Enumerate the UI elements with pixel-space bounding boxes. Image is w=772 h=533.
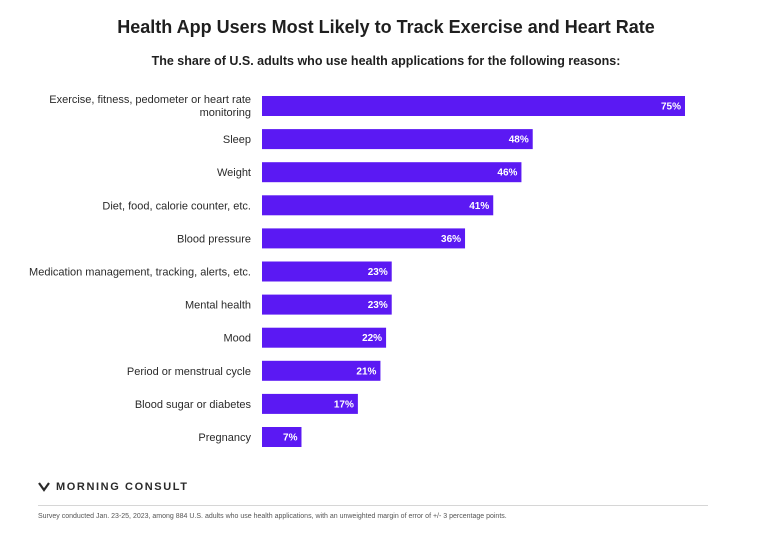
category-label: Mental health [185, 300, 251, 312]
category-label: Period or menstrual cycle [127, 366, 251, 378]
category-label: Blood sugar or diabetes [135, 399, 252, 411]
brand-logo: MORNING CONSULT [38, 481, 189, 493]
bar [262, 228, 466, 249]
bar [262, 96, 685, 116]
bar-value-label: 36% [441, 234, 461, 245]
bar-value-label: 7% [283, 433, 298, 444]
bar-value-label: 41% [469, 201, 489, 212]
bar-chart: 75% Exercise, fitness, pedometer or heart… [29, 94, 685, 447]
bar [262, 294, 392, 315]
category-label: Pregnancy [198, 432, 251, 444]
bar-value-label: 75% [661, 102, 681, 113]
bar [262, 261, 392, 282]
morning-consult-logo-icon [38, 482, 50, 492]
category-label: Medication management, tracking, alerts,… [29, 267, 251, 279]
bar [262, 427, 302, 447]
category-label: Blood pressure [177, 233, 251, 245]
category-label: Exercise, fitness, pedometer or heart ra… [49, 94, 251, 119]
bar [262, 129, 533, 150]
survey-footnote: Survey conducted Jan. 23-25, 2023, among… [38, 513, 507, 520]
bar [262, 360, 381, 381]
bar [262, 327, 387, 348]
chart-subtitle: The share of U.S. adults who use health … [151, 54, 621, 68]
bar-value-label: 23% [368, 300, 388, 311]
bar-value-label: 48% [509, 135, 529, 146]
bar-value-label: 46% [497, 168, 517, 179]
category-label: Weight [217, 167, 251, 179]
category-label: Diet, food, calorie counter, etc. [102, 200, 251, 212]
bar [262, 393, 358, 414]
chart-title: Health App Users Most Likely to Track Ex… [117, 17, 655, 37]
bar [262, 195, 494, 216]
bar-value-label: 21% [356, 366, 376, 377]
category-label: Mood [223, 333, 251, 345]
bar [262, 162, 522, 183]
bar-value-label: 17% [334, 399, 354, 410]
category-label: Sleep [223, 134, 251, 146]
bar-value-label: 23% [368, 267, 388, 278]
brand-name: MORNING CONSULT [56, 481, 189, 493]
footer-divider [38, 505, 708, 506]
bar-value-label: 22% [362, 333, 382, 344]
